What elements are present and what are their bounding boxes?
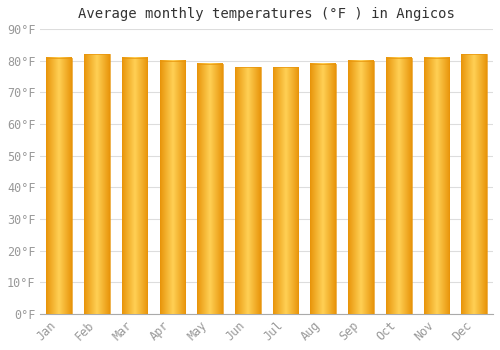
Bar <box>386 57 411 314</box>
Bar <box>122 57 148 314</box>
Title: Average monthly temperatures (°F ) in Angicos: Average monthly temperatures (°F ) in An… <box>78 7 455 21</box>
Bar <box>235 67 260 314</box>
Bar <box>272 67 298 314</box>
Bar <box>310 64 336 314</box>
Bar <box>424 57 450 314</box>
Bar <box>160 61 185 314</box>
Bar <box>348 61 374 314</box>
Bar <box>46 57 72 314</box>
Bar <box>462 54 487 314</box>
Bar <box>84 54 110 314</box>
Bar <box>198 64 223 314</box>
